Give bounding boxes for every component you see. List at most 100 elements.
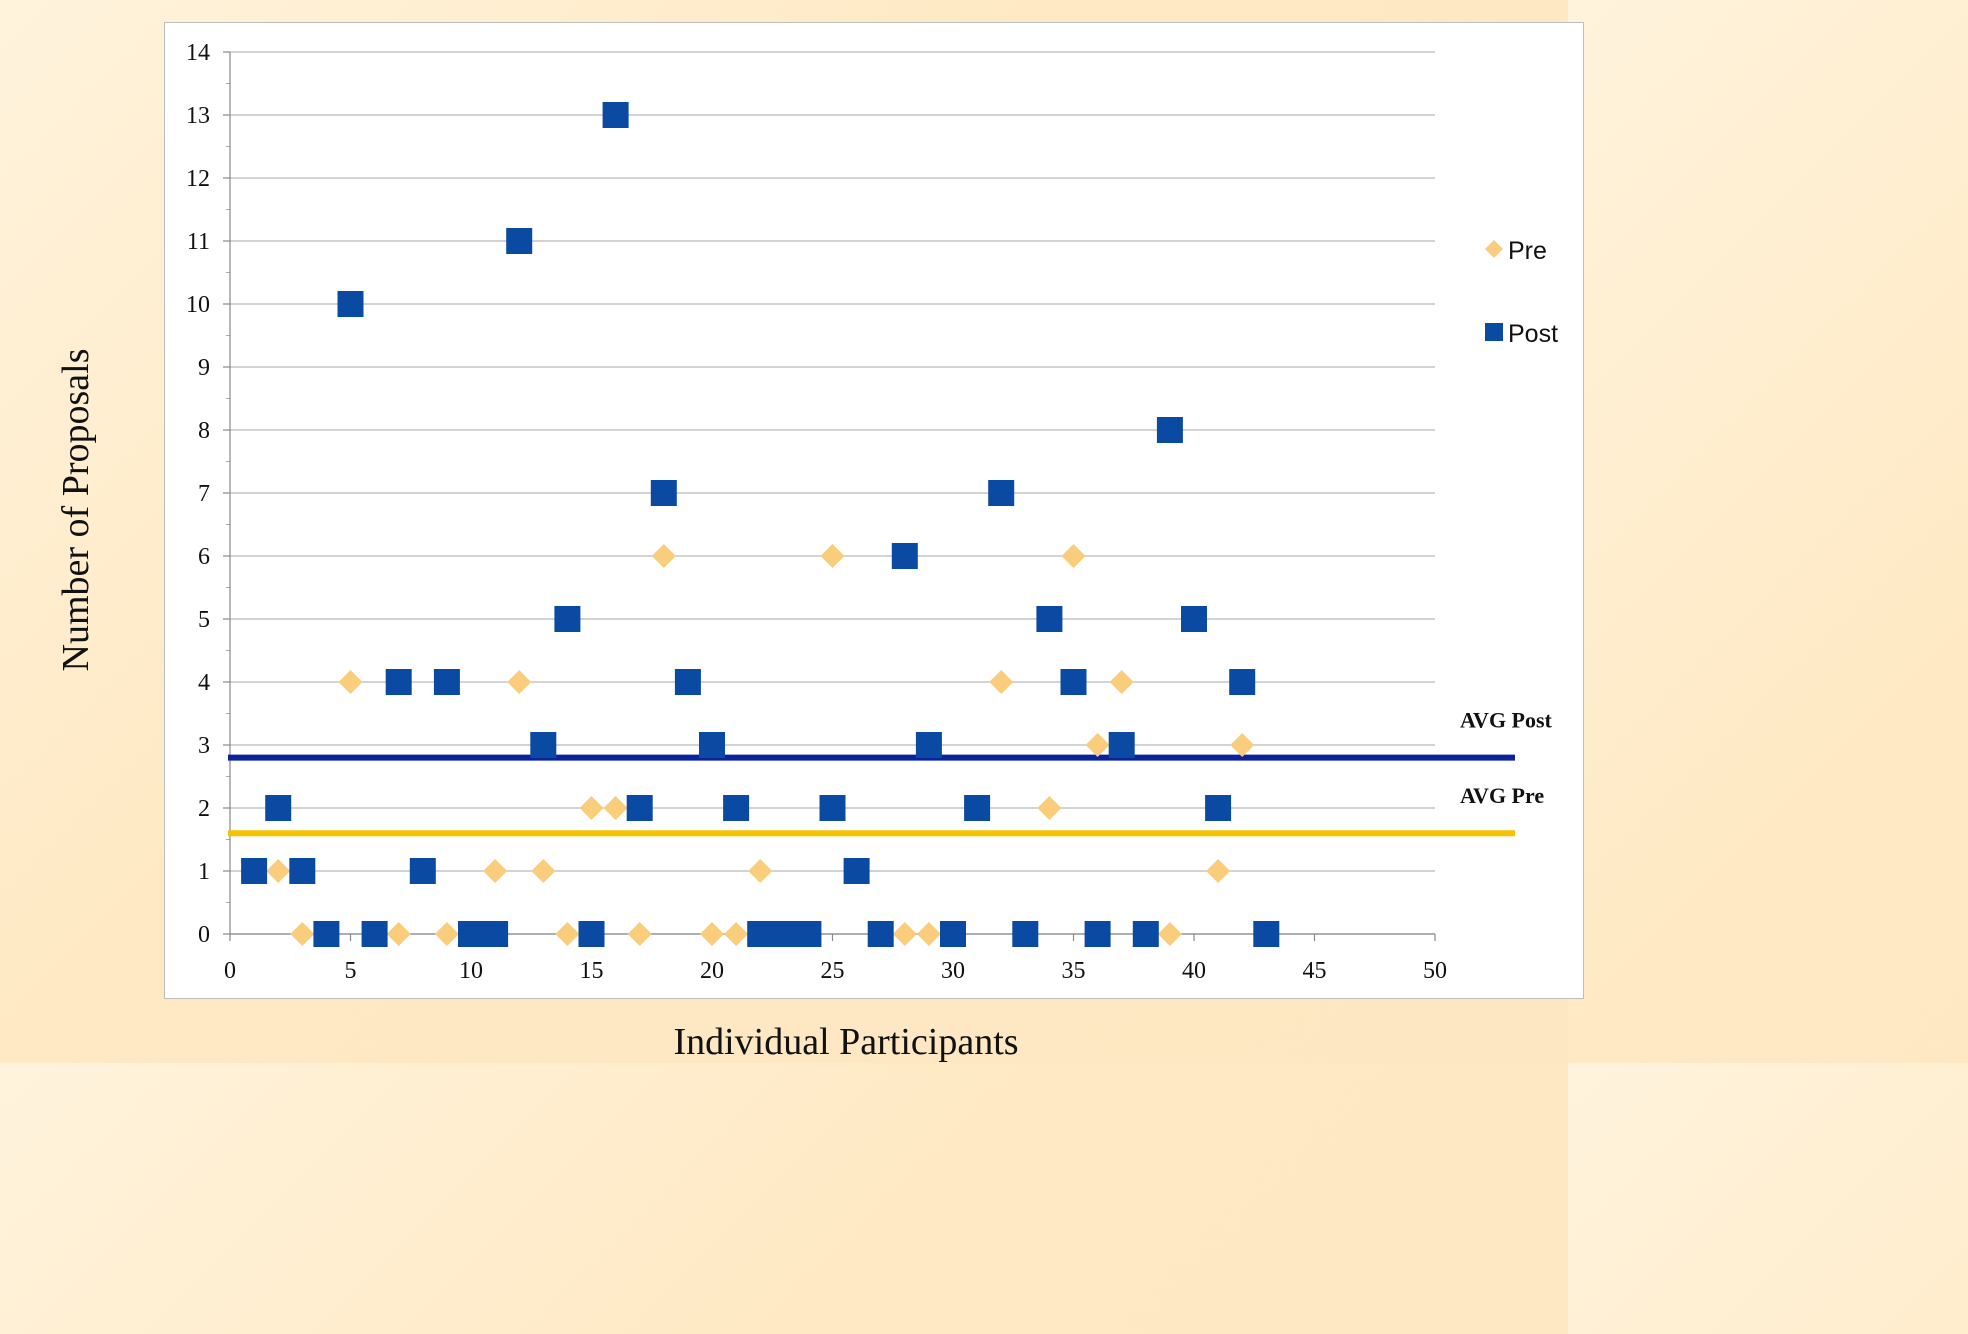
post-point xyxy=(626,795,653,821)
post-point xyxy=(385,669,412,695)
y-tick-label-13: 13 xyxy=(186,103,210,129)
y-tick-label-8: 8 xyxy=(198,418,210,444)
post-point xyxy=(289,858,316,884)
x-tick-label-0: 0 xyxy=(224,958,236,984)
x-tick-label-50: 50 xyxy=(1423,958,1447,984)
post-point xyxy=(433,669,460,695)
post-point xyxy=(1156,417,1183,443)
y-tick-label-7: 7 xyxy=(198,481,210,507)
post-point xyxy=(1108,732,1135,758)
post-point xyxy=(1229,669,1256,695)
y-tick-label-5: 5 xyxy=(198,607,210,633)
pre-point xyxy=(386,922,411,946)
y-tick-label-10: 10 xyxy=(186,292,210,318)
post-point xyxy=(650,480,677,506)
avg-pre-label: AVG Pre xyxy=(1460,783,1544,808)
post-point xyxy=(699,732,725,758)
y-tick-label-12: 12 xyxy=(186,166,210,192)
x-tick-label-40: 40 xyxy=(1182,958,1206,984)
post-point xyxy=(867,921,894,947)
x-tick-label-45: 45 xyxy=(1303,958,1327,984)
pre-point xyxy=(989,670,1014,694)
y-tick-label-14: 14 xyxy=(186,40,210,66)
post-point xyxy=(1012,921,1039,947)
post-point xyxy=(674,669,701,695)
post-point xyxy=(554,606,581,632)
post-point xyxy=(819,795,846,821)
legend-pre-marker xyxy=(1485,240,1503,258)
pre-point xyxy=(507,670,532,694)
post-point xyxy=(530,732,557,758)
post-point xyxy=(915,732,942,758)
pre-point xyxy=(892,922,917,946)
pre-point xyxy=(700,922,724,946)
data-points xyxy=(241,102,1280,947)
post-point xyxy=(1205,795,1232,821)
pre-point xyxy=(266,859,291,883)
post-point xyxy=(1181,606,1207,632)
pre-point xyxy=(1037,796,1062,820)
pre-point xyxy=(434,922,459,946)
post-point xyxy=(1253,921,1280,947)
post-point xyxy=(313,921,340,947)
pre-point xyxy=(338,670,363,694)
pre-point xyxy=(483,859,508,883)
x-tick-label-5: 5 xyxy=(345,958,357,984)
post-point xyxy=(409,858,436,884)
pre-point xyxy=(290,922,315,946)
post-point xyxy=(1132,921,1159,947)
pre-point xyxy=(531,859,556,883)
post-point xyxy=(265,795,292,821)
y-tick-label-9: 9 xyxy=(198,355,210,381)
pre-point xyxy=(748,859,773,883)
post-point xyxy=(506,228,533,254)
pre-point xyxy=(724,922,749,946)
post-point xyxy=(723,795,750,821)
pre-point xyxy=(1157,922,1182,946)
post-point xyxy=(940,921,966,947)
post-point xyxy=(458,921,484,947)
x-tick-label-30: 30 xyxy=(941,958,965,984)
y-axis-title: Number of Proposals xyxy=(55,349,97,672)
y-tick-label-11: 11 xyxy=(187,229,210,255)
y-tick-label-1: 1 xyxy=(198,859,210,885)
average-lines: AVG Post AVG Pre xyxy=(228,708,1553,837)
y-tick-label-6: 6 xyxy=(198,544,210,570)
pre-point xyxy=(555,922,580,946)
post-point xyxy=(337,291,364,317)
pre-point xyxy=(1206,859,1231,883)
post-point xyxy=(578,921,605,947)
legend-post-label: Post xyxy=(1508,320,1558,348)
x-axis-title: Individual Participants xyxy=(673,1021,1018,1063)
pre-point xyxy=(603,796,628,820)
post-point xyxy=(771,921,798,947)
pre-point xyxy=(651,544,676,568)
post-point xyxy=(241,858,268,884)
pre-point xyxy=(579,796,604,820)
pre-point xyxy=(916,922,941,946)
x-tick-label-10: 10 xyxy=(459,958,483,984)
post-point xyxy=(747,921,774,947)
post-point xyxy=(988,480,1015,506)
legend-pre-label: Pre xyxy=(1508,237,1547,265)
post-point xyxy=(1084,921,1111,947)
post-point xyxy=(1036,606,1063,632)
pre-point xyxy=(627,922,652,946)
x-tick-label-25: 25 xyxy=(821,958,845,984)
x-tick-label-15: 15 xyxy=(580,958,604,984)
y-tick-label-3: 3 xyxy=(198,733,210,759)
y-tick-label-0: 0 xyxy=(198,922,210,948)
y-tick-label-2: 2 xyxy=(198,796,210,822)
post-point xyxy=(1060,669,1087,695)
legend-post-marker xyxy=(1485,323,1503,341)
pre-point xyxy=(1230,733,1255,757)
pre-point xyxy=(1061,544,1086,568)
post-point xyxy=(795,921,822,947)
post-point xyxy=(361,921,388,947)
x-tick-label-20: 20 xyxy=(700,958,724,984)
post-point xyxy=(964,795,991,821)
legend: Pre Post xyxy=(1485,237,1558,348)
avg-post-label: AVG Post xyxy=(1460,708,1553,733)
